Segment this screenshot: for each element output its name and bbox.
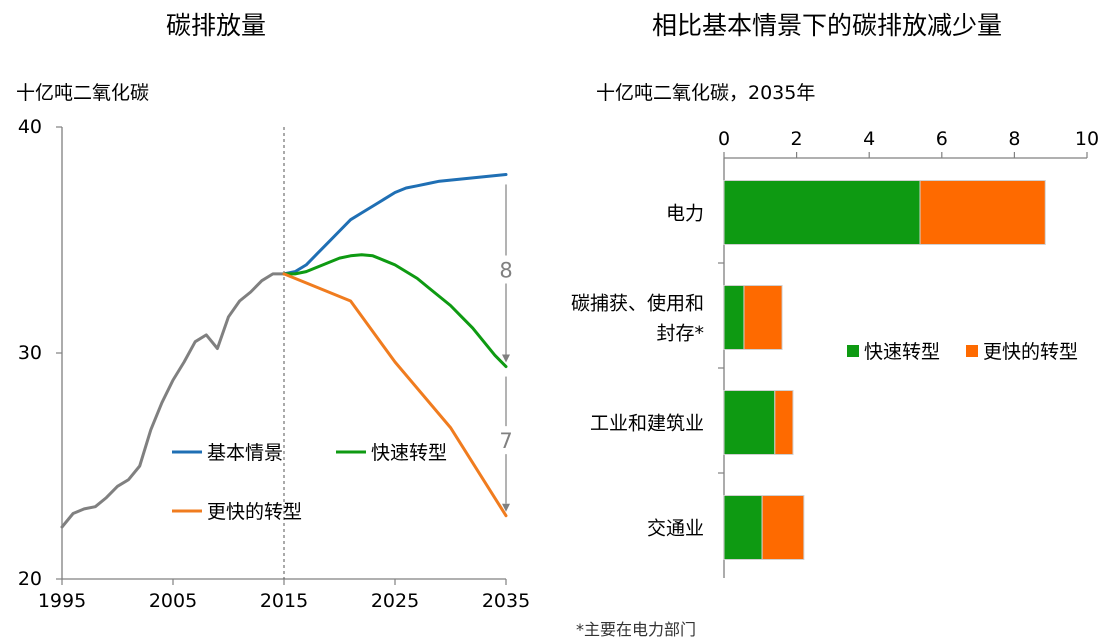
right-x-tick-label: 2 <box>791 128 803 150</box>
bar-legend-label-快速转型: 快速转型 <box>864 341 940 363</box>
right-x-tick-label: 10 <box>1075 128 1099 150</box>
bar-碳捕获-使用和封存--快速转型 <box>723 285 745 350</box>
bar-电力-快速转型 <box>723 180 921 245</box>
left-y-tick-label: 20 <box>18 568 42 590</box>
right-chart-unit: 十亿吨二氧化碳，2035年 <box>596 82 816 104</box>
bar-工业和建筑业-快速转型 <box>723 390 776 455</box>
category-label: 封存* <box>656 323 704 345</box>
line-series-history <box>60 272 286 529</box>
left-x-tick-label: 2035 <box>482 590 530 612</box>
left-x-tick-label: 2025 <box>371 590 419 612</box>
gap-label: 8 <box>499 259 512 283</box>
left-y-tick-label: 30 <box>18 342 42 364</box>
right-chart-title: 相比基本情景下的碳排放减少量 <box>652 11 1003 40</box>
left-x-tick-label: 2015 <box>260 590 308 612</box>
bar-legend-label-更快的转型: 更快的转型 <box>983 341 1078 363</box>
category-label: 电力 <box>666 203 704 225</box>
right-x-tick-label: 8 <box>1008 128 1020 150</box>
left-y-tick-label: 40 <box>18 116 42 138</box>
bar-legend-swatch-更快的转型 <box>966 345 978 357</box>
right-x-tick-label: 0 <box>718 128 730 150</box>
bar-交通业-更快的转型 <box>761 495 805 560</box>
bar-交通业-快速转型 <box>723 495 763 560</box>
category-label: 工业和建筑业 <box>590 413 704 435</box>
left-x-tick-label: 1995 <box>38 590 86 612</box>
left-chart-title: 碳排放量 <box>166 11 267 40</box>
category-label: 交通业 <box>647 518 704 540</box>
left-chart-unit: 十亿吨二氧化碳 <box>16 82 150 104</box>
legend-label-更快的转型: 更快的转型 <box>207 501 302 523</box>
bar-工业和建筑业-更快的转型 <box>774 390 794 455</box>
bar-碳捕获-使用和封存--更快的转型 <box>743 285 783 350</box>
gap-arrow-head <box>502 503 510 512</box>
legend-label-快速转型: 快速转型 <box>371 442 447 464</box>
right-x-tick-label: 4 <box>863 128 875 150</box>
legend-label-基本情景: 基本情景 <box>207 442 283 464</box>
left-x-tick-label: 2005 <box>149 590 197 612</box>
bar-电力-更快的转型 <box>919 180 1046 245</box>
bar-legend-swatch-快速转型 <box>847 345 859 357</box>
footnote: *主要在电力部门 <box>576 620 697 639</box>
right-x-tick-label: 6 <box>936 128 948 150</box>
gap-label: 7 <box>499 429 512 453</box>
line-series-更快的转型 <box>282 272 508 518</box>
line-series-快速转型 <box>282 253 508 369</box>
gap-arrow-head <box>502 354 510 363</box>
category-label: 碳捕获、使用和 <box>571 293 704 315</box>
line-series-基本情景 <box>282 173 508 276</box>
